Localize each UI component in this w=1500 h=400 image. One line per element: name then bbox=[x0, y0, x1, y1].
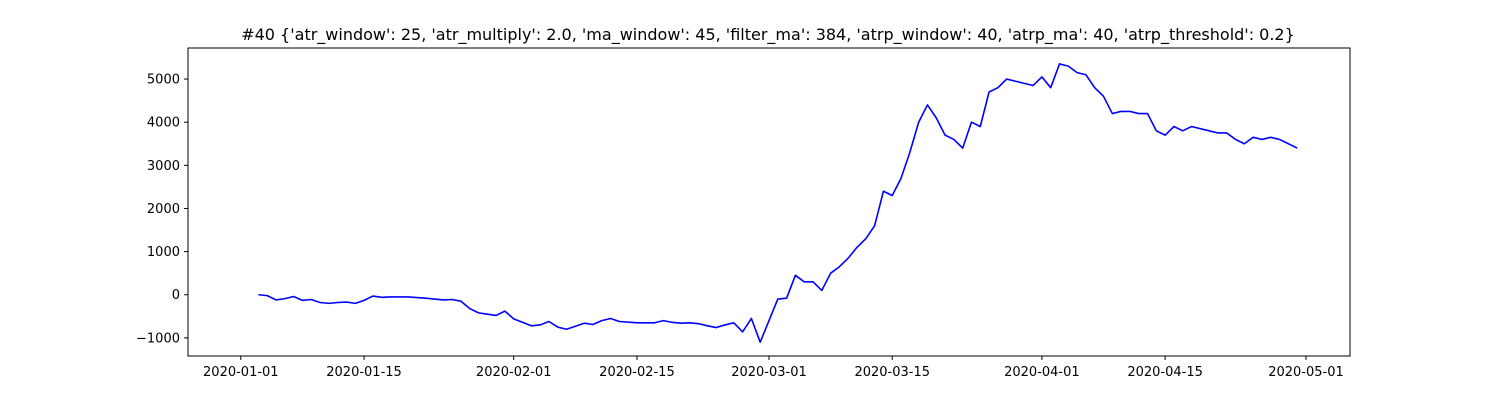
x-tick-label: 2020-01-01 bbox=[203, 365, 279, 380]
y-tick-label: −1000 bbox=[136, 331, 180, 346]
y-tick-label: 2000 bbox=[147, 202, 180, 217]
x-tick-label: 2020-03-15 bbox=[854, 365, 930, 380]
axes-frame bbox=[187, 47, 1351, 357]
y-tick-label: 1000 bbox=[147, 245, 180, 260]
y-tick-label: 5000 bbox=[147, 73, 180, 88]
chart-title: #40 {'atr_window': 25, 'atr_multiply': 2… bbox=[241, 25, 1295, 45]
x-tick-label: 2020-01-15 bbox=[326, 365, 402, 380]
x-tick-label: 2020-02-15 bbox=[599, 365, 675, 380]
y-tick-label: 3000 bbox=[147, 159, 180, 174]
y-tick-label: 0 bbox=[172, 288, 180, 303]
x-tick-label: 2020-02-01 bbox=[476, 365, 552, 380]
x-tick-label: 2020-03-01 bbox=[731, 365, 807, 380]
x-tick-label: 2020-04-01 bbox=[1004, 365, 1080, 380]
x-tick-label: 2020-05-01 bbox=[1268, 365, 1344, 380]
plot-area: −1000 0 1000 2000 3000 4000 5000 2020-01-01 2020… bbox=[136, 47, 1351, 380]
y-tick-label: 4000 bbox=[147, 116, 180, 131]
x-tick-label: 2020-04-15 bbox=[1127, 365, 1203, 380]
series-line-0 bbox=[258, 63, 1298, 344]
